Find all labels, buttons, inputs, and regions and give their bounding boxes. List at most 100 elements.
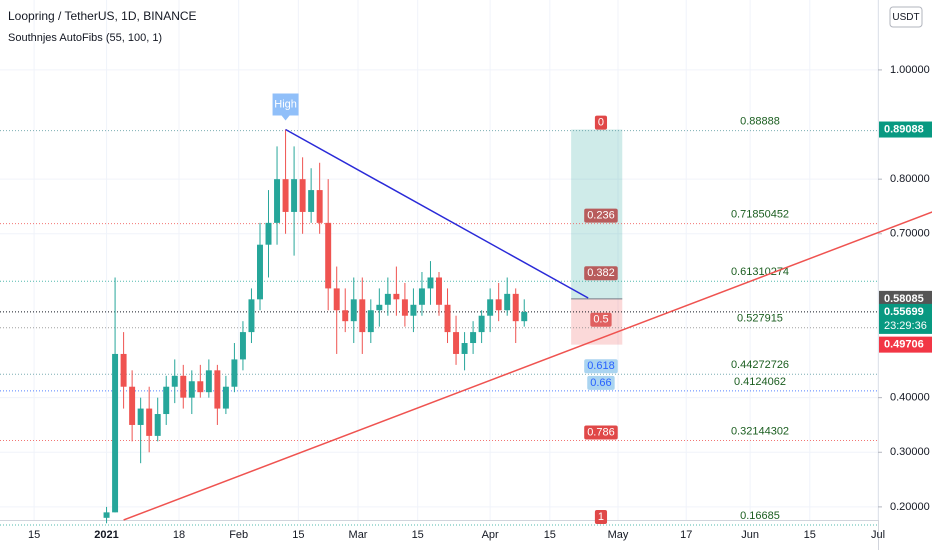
candle-body bbox=[410, 304, 417, 316]
candle-body bbox=[163, 386, 170, 415]
indicator-name: Southnjes AutoFibs (55, 100, 1) bbox=[8, 32, 162, 44]
x-tick-label: 15 bbox=[28, 529, 40, 541]
candle-body bbox=[495, 299, 502, 311]
fib-ratio-box bbox=[584, 425, 618, 440]
candle-body bbox=[291, 179, 298, 212]
y-tick-label: 0.20000 bbox=[890, 501, 930, 513]
candle-body bbox=[444, 304, 451, 333]
fib-ratio: 0 bbox=[598, 117, 604, 129]
fib-price: 0.4124062 bbox=[734, 376, 786, 388]
fib-ratio: 1 bbox=[598, 511, 604, 523]
currency[interactable]: USDT bbox=[892, 12, 919, 23]
trend-line bbox=[285, 128, 589, 299]
fib-ratio-box bbox=[590, 312, 612, 327]
candle-body bbox=[120, 353, 127, 387]
price-label-box bbox=[879, 290, 932, 307]
x-tick-label: Apr bbox=[482, 529, 499, 541]
candle-body bbox=[274, 179, 281, 223]
candle-body bbox=[154, 414, 161, 436]
y-tick-label: 0.40000 bbox=[890, 392, 930, 404]
fib-price: 0.44272726 bbox=[731, 359, 789, 371]
x-tick-label: 18 bbox=[173, 529, 185, 541]
candle-body bbox=[376, 304, 383, 311]
fib-ratio-box bbox=[584, 359, 618, 374]
fib-price: 0.16685 bbox=[740, 510, 780, 522]
fib-price: 0.61310274 bbox=[731, 266, 789, 278]
candle-body bbox=[453, 332, 460, 354]
fib-ratio: 0.618 bbox=[587, 360, 615, 372]
candle-body bbox=[205, 370, 212, 393]
x-tick-label: 15 bbox=[804, 529, 816, 541]
candle-body bbox=[112, 353, 119, 513]
x-tick-label: 17 bbox=[680, 529, 692, 541]
y-tick-label: 0.80000 bbox=[890, 173, 930, 185]
x-tick-label: 15 bbox=[412, 529, 424, 541]
candle-body bbox=[222, 386, 229, 409]
price-label: 0.55699 bbox=[884, 306, 924, 318]
fib-price: 0.71850452 bbox=[731, 209, 789, 221]
candle-body bbox=[512, 293, 519, 322]
fib-ratio-box bbox=[584, 266, 618, 281]
fib-ratio-box bbox=[584, 208, 618, 223]
x-tick-label: Feb bbox=[229, 529, 248, 541]
candle-body bbox=[393, 293, 400, 300]
candle-body bbox=[171, 375, 178, 387]
x-tick-label: May bbox=[608, 529, 629, 541]
price-label: 0.58085 bbox=[884, 293, 924, 305]
price-label: 0.49706 bbox=[884, 339, 924, 351]
candle-body bbox=[282, 179, 289, 212]
x-tick-label: Mar bbox=[349, 529, 368, 541]
y-tick-label: 1.00000 bbox=[890, 64, 930, 76]
candle-body bbox=[367, 310, 374, 333]
candle-body bbox=[197, 381, 204, 393]
countdown: 23:29:36 bbox=[884, 320, 927, 332]
chart-title: Loopring / TetherUS, 1D, BINANCE bbox=[8, 9, 197, 23]
y-tick-label: 0.30000 bbox=[890, 446, 930, 458]
candle-body bbox=[487, 299, 494, 316]
candle-body bbox=[436, 277, 442, 305]
fib-price: 0.32144302 bbox=[731, 425, 789, 437]
candle-body bbox=[257, 244, 263, 300]
currency-box[interactable] bbox=[889, 6, 923, 28]
candle-body bbox=[401, 299, 408, 316]
x-tick-label: 15 bbox=[292, 529, 304, 541]
fib-ratio-box bbox=[594, 509, 608, 524]
candle-body bbox=[359, 299, 366, 333]
candle-body bbox=[129, 386, 136, 425]
candle-body bbox=[180, 375, 187, 398]
candle-body bbox=[470, 332, 477, 344]
x-tick-label: 15 bbox=[544, 529, 556, 541]
candle-body bbox=[427, 277, 434, 289]
fib-ratio-box bbox=[587, 375, 615, 390]
candle-body bbox=[504, 293, 511, 311]
high-marker bbox=[272, 93, 299, 121]
candle-body bbox=[461, 343, 468, 354]
candle-body bbox=[308, 190, 315, 212]
price-label-box bbox=[879, 336, 932, 353]
price-label-box bbox=[879, 121, 932, 138]
price-label: 0.89088 bbox=[884, 123, 924, 135]
candle-body bbox=[325, 222, 332, 289]
plot: 0.88888 0 0.71850452 0.236 0.61310274 0.382 0.… bbox=[0, 0, 932, 526]
y-tick-label: 0.70000 bbox=[890, 228, 930, 240]
candle-body bbox=[137, 408, 144, 425]
x-tick-label: Jul bbox=[871, 529, 885, 541]
candle-body bbox=[265, 222, 272, 245]
candle-body bbox=[521, 311, 528, 322]
x-tick-label: Jun bbox=[741, 529, 759, 541]
high-label: High bbox=[274, 98, 297, 110]
candle-body bbox=[350, 299, 357, 322]
price-label-box bbox=[879, 303, 932, 334]
candle-body bbox=[146, 408, 153, 436]
fib-ratio: 0.236 bbox=[587, 210, 615, 222]
fib-ratio: 0.66 bbox=[590, 377, 611, 389]
candle-body bbox=[188, 381, 195, 398]
x-tick-label: 2021 bbox=[94, 529, 118, 541]
candle-body bbox=[239, 332, 246, 360]
fib-ratio: 0.786 bbox=[587, 426, 615, 438]
candle-body bbox=[316, 190, 323, 223]
candle-body bbox=[418, 288, 425, 305]
candle-body bbox=[342, 310, 349, 322]
